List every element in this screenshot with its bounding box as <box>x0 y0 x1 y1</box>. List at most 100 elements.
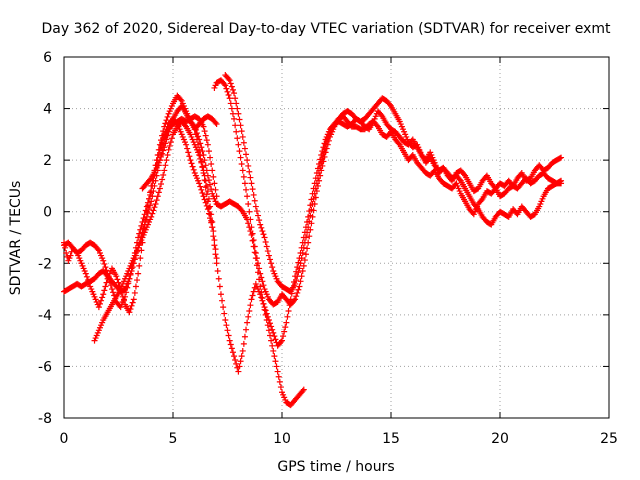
series-7 <box>211 77 565 308</box>
data-point <box>183 141 190 148</box>
data-point <box>207 181 214 188</box>
data-point <box>132 283 139 290</box>
data-point <box>241 333 248 340</box>
data-point <box>204 141 211 148</box>
data-point <box>248 224 255 231</box>
data-point <box>142 207 149 214</box>
data-point <box>260 282 267 289</box>
data-point <box>103 267 110 274</box>
y-axis: -8 -6 -4 -2 0 2 4 6 <box>38 50 609 427</box>
data-point <box>227 80 234 87</box>
x-tick-label: 20 <box>491 431 509 447</box>
data-point <box>246 307 253 314</box>
data-point <box>240 340 247 347</box>
data-point <box>167 139 174 146</box>
data-point <box>248 296 255 303</box>
data-point <box>281 328 288 335</box>
data-point <box>233 128 240 135</box>
data-point <box>255 260 262 267</box>
data-point <box>269 342 276 349</box>
data-point <box>491 184 498 191</box>
data-point <box>270 329 277 336</box>
data-point <box>134 277 141 284</box>
data-point <box>231 115 238 122</box>
data-point <box>150 207 157 214</box>
data-point <box>158 153 165 160</box>
data-point <box>228 345 235 352</box>
data-point <box>258 224 265 231</box>
data-point <box>243 151 250 158</box>
data-point <box>244 157 251 164</box>
data-point <box>245 220 252 227</box>
data-point <box>236 363 243 370</box>
data-point <box>100 257 107 264</box>
data-point <box>300 386 307 393</box>
data-point <box>67 252 74 259</box>
data-point <box>204 198 211 205</box>
data-point <box>149 210 156 217</box>
data-point <box>295 269 302 276</box>
data-point <box>272 358 279 365</box>
data-point <box>190 166 197 173</box>
data-point <box>223 85 230 92</box>
data-point <box>474 204 481 211</box>
data-point <box>235 368 242 375</box>
data-point <box>147 189 154 196</box>
data-point <box>119 293 126 300</box>
data-point <box>309 200 316 207</box>
data-point <box>225 332 232 339</box>
data-point <box>181 122 188 129</box>
data-point <box>200 151 207 158</box>
data-point <box>249 237 256 244</box>
data-point <box>114 276 121 283</box>
data-point <box>246 208 253 215</box>
data-point <box>301 257 308 264</box>
data-point <box>209 167 216 174</box>
data-point <box>373 122 380 129</box>
x-tick-label: 5 <box>169 431 178 447</box>
data-point <box>161 167 168 174</box>
data-point <box>160 128 167 135</box>
data-point <box>267 320 274 327</box>
data-point <box>123 289 130 296</box>
data-point <box>261 234 268 241</box>
data-point <box>232 356 239 363</box>
data-point <box>311 190 318 197</box>
data-point <box>82 270 89 277</box>
y-tick-label: -8 <box>38 411 52 427</box>
data-point <box>253 208 260 215</box>
data-point <box>292 280 299 287</box>
data-point <box>244 193 251 200</box>
data-point <box>126 309 133 316</box>
data-point <box>226 95 233 102</box>
data-point <box>238 128 245 135</box>
data-point <box>322 141 329 148</box>
data-point <box>138 222 145 229</box>
data-point <box>307 212 314 219</box>
data-point <box>249 186 256 193</box>
y-tick-label: 4 <box>43 102 52 118</box>
data-point <box>320 150 327 157</box>
data-point <box>102 283 109 290</box>
data-point <box>297 278 304 285</box>
data-point <box>256 217 263 224</box>
data-point <box>197 152 204 159</box>
data-point <box>201 196 208 203</box>
data-marks <box>61 72 565 409</box>
data-point <box>210 173 217 180</box>
series-5 <box>139 102 307 409</box>
data-point <box>267 256 274 263</box>
data-point <box>556 155 563 162</box>
data-point <box>253 255 260 262</box>
data-point <box>247 174 254 181</box>
data-point <box>190 122 197 129</box>
data-point <box>148 182 155 189</box>
data-point <box>247 216 254 223</box>
data-point <box>306 233 313 240</box>
data-point <box>264 248 271 255</box>
data-point <box>162 140 169 147</box>
data-point <box>298 255 305 262</box>
data-point <box>202 184 209 191</box>
data-point <box>221 81 228 88</box>
data-point <box>302 234 309 241</box>
